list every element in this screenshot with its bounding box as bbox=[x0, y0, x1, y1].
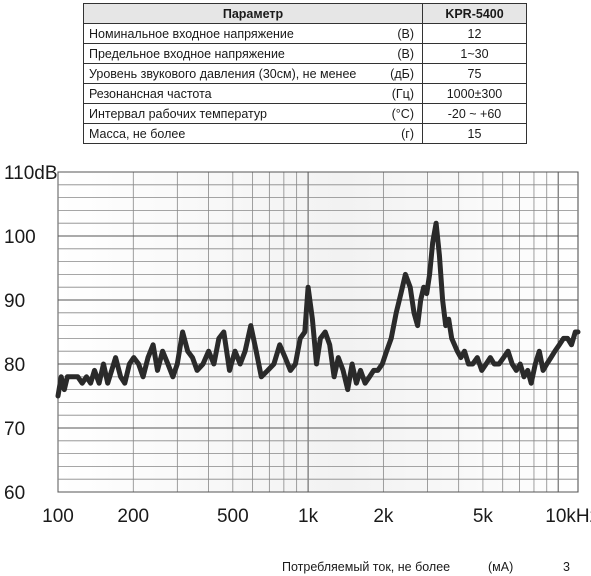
table-row: Уровень звукового давления (30см), не ме… bbox=[83, 63, 527, 84]
y-tick-label: 100 bbox=[4, 227, 36, 248]
param-unit: (г) bbox=[382, 123, 424, 144]
param-name: Предельное входное напряжение bbox=[83, 43, 383, 64]
x-tick-label: 10kHz bbox=[545, 506, 591, 527]
plot-area bbox=[57, 171, 579, 493]
current-label: Потребляемый ток, не более bbox=[282, 560, 451, 574]
y-tick-label: 80 bbox=[4, 355, 25, 376]
param-name: Номинальное входное напряжение bbox=[83, 23, 383, 44]
param-unit: (В) bbox=[382, 23, 424, 44]
response-curve bbox=[55, 220, 581, 399]
table-row: Резонансная частота (Гц) 1000±300 bbox=[83, 83, 527, 104]
param-value: -20 ~ +60 bbox=[422, 103, 527, 124]
param-name: Масса, не более bbox=[83, 123, 383, 144]
table-row: Предельное входное напряжение (В) 1~30 bbox=[83, 43, 527, 64]
x-tick-label: 1k bbox=[298, 506, 319, 527]
param-unit: (Гц) bbox=[382, 83, 424, 104]
spec-table: Параметр KPR-5400 Номинальное входное на… bbox=[83, 3, 527, 144]
y-tick-label: 60 bbox=[4, 483, 25, 504]
param-unit: (°C) bbox=[382, 103, 424, 124]
x-tick-label: 5k bbox=[473, 506, 494, 527]
table-row: Интервал рабочих температур (°C) -20 ~ +… bbox=[83, 103, 527, 124]
table-row: Номинальное входное напряжение (В) 12 bbox=[83, 23, 527, 44]
x-tick-label: 200 bbox=[117, 506, 149, 527]
param-name: Уровень звукового давления (30см), не ме… bbox=[83, 63, 383, 84]
param-unit: (дБ) bbox=[382, 63, 424, 84]
param-unit: (В) bbox=[382, 43, 424, 64]
y-tick-label: 70 bbox=[4, 419, 25, 440]
param-value: 1~30 bbox=[422, 43, 527, 64]
frequency-response-chart: 100 200 500 1k 2k 5k 10kHz 60 70 80 90 100 110dB bbox=[4, 163, 591, 527]
y-tick-label: 90 bbox=[4, 291, 25, 312]
param-value: 12 bbox=[422, 23, 527, 44]
param-name: Резонансная частота bbox=[83, 83, 383, 104]
param-name: Интервал рабочих температур bbox=[83, 103, 383, 124]
param-value: 1000±300 bbox=[422, 83, 527, 104]
param-header: Параметр bbox=[83, 3, 423, 24]
x-tick-label: 2k bbox=[373, 506, 394, 527]
x-tick-label: 500 bbox=[217, 506, 249, 527]
spec-table-header: Параметр KPR-5400 bbox=[83, 3, 527, 24]
param-value: 15 bbox=[422, 123, 527, 144]
model-header: KPR-5400 bbox=[422, 3, 527, 24]
y-tick-label: 110dB bbox=[4, 163, 58, 184]
tick-labels: 100 200 500 1k 2k 5k 10kHz 60 70 80 90 100 110dB bbox=[4, 163, 591, 527]
param-value: 75 bbox=[422, 63, 527, 84]
grid bbox=[57, 171, 578, 493]
current-unit: (мА) bbox=[488, 560, 514, 574]
table-row: Масса, не более (г) 15 bbox=[83, 123, 527, 144]
current-value: 3 bbox=[563, 560, 570, 574]
x-tick-label: 100 bbox=[42, 506, 74, 527]
